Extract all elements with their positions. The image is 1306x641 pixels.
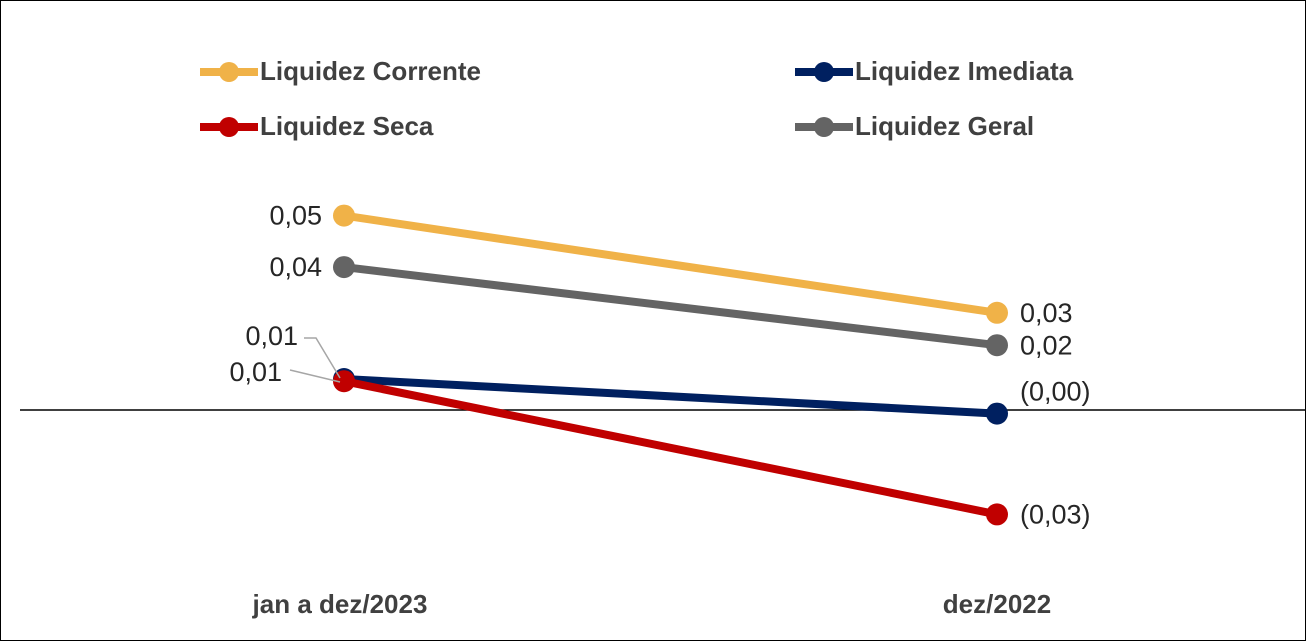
legend-marker	[219, 62, 239, 82]
legend-label: Liquidez Seca	[260, 111, 434, 141]
point	[333, 256, 355, 279]
x-tick-label: dez/2022	[943, 589, 1051, 619]
point	[986, 301, 1008, 324]
legend-label: Liquidez Corrente	[260, 56, 481, 86]
data-label: 0,03	[1020, 298, 1073, 328]
data-label: 0,01	[245, 321, 298, 351]
series-line	[343, 375, 998, 418]
point	[333, 204, 355, 227]
leader-line	[289, 369, 341, 383]
point	[986, 402, 1008, 425]
legend-label: Liquidez Imediata	[855, 56, 1074, 86]
legend-label: Liquidez Geral	[855, 111, 1034, 141]
data-label: 0,04	[269, 252, 322, 282]
legend-marker	[814, 62, 834, 82]
series-line	[343, 263, 998, 350]
data-label: (0,00)	[1020, 377, 1091, 407]
data-label: 0,05	[269, 201, 322, 231]
series-line	[343, 377, 998, 519]
point	[986, 334, 1008, 357]
point	[986, 503, 1008, 526]
series-line	[343, 211, 998, 317]
legend-marker	[219, 117, 239, 137]
data-label: 0,02	[1020, 330, 1073, 360]
x-tick-label: jan a dez/2023	[252, 589, 428, 619]
data-label: 0,01	[229, 357, 282, 387]
data-label: (0,03)	[1020, 500, 1091, 530]
legend-marker	[814, 117, 834, 137]
leader-line	[304, 337, 341, 379]
